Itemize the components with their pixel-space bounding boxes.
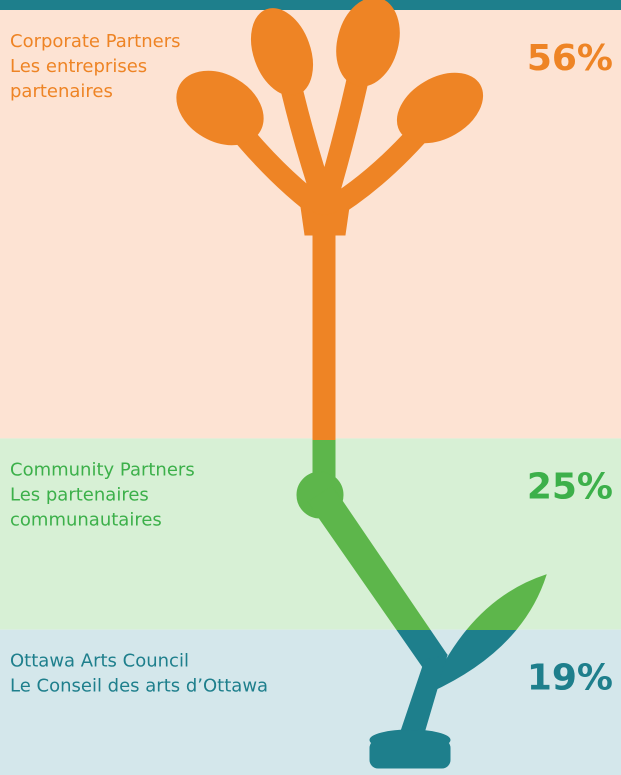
infographic: Corporate Partners Les entreprises partena…: [0, 0, 621, 775]
value-label: 19%: [527, 658, 613, 699]
value-label: 56%: [527, 38, 613, 79]
category-label-fr: Les partenaires: [10, 484, 149, 505]
top-strip: [0, 0, 621, 10]
category-label-fr: partenaires: [10, 81, 113, 102]
category-label: Ottawa Arts Council: [10, 651, 189, 672]
category-label: Corporate Partners: [10, 31, 181, 52]
category-label-fr: Le Conseil des arts d’Ottawa: [10, 676, 268, 697]
category-label-fr: communautaires: [10, 509, 162, 530]
value-label: 25%: [527, 466, 613, 507]
category-label: Community Partners: [10, 459, 195, 480]
category-label-fr: Les entreprises: [10, 56, 147, 77]
